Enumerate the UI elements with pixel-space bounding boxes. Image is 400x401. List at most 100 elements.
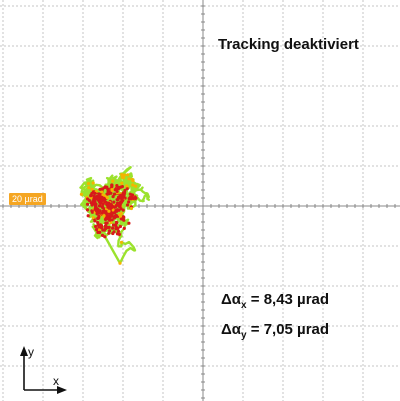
trajectory-point <box>115 184 119 188</box>
trajectory-point <box>110 214 114 218</box>
trajectory-point <box>102 214 106 218</box>
trajectory-point <box>86 182 91 186</box>
delta-alpha-y-value: 7,05 µrad <box>263 321 330 338</box>
trajectory-point <box>122 226 126 230</box>
trajectory-point <box>89 201 93 205</box>
trajectory-point <box>112 192 117 196</box>
trajectory-point <box>128 192 132 196</box>
trajectory-point <box>90 187 94 192</box>
trajectory-point <box>123 173 127 177</box>
trajectory-point <box>125 187 129 191</box>
trajectory-point <box>96 221 100 225</box>
trajectory-point <box>85 208 90 212</box>
trajectory-point <box>79 192 83 196</box>
delta-alpha-y-subscript: y <box>241 330 247 341</box>
trajectory-point <box>106 205 110 209</box>
trajectory-point <box>94 224 98 229</box>
trajectory-point <box>115 232 120 236</box>
trajectory-point <box>103 185 107 189</box>
trajectory-point <box>127 200 131 204</box>
trajectory-point <box>110 183 114 188</box>
trajectory-point <box>109 206 113 210</box>
trajectory-point <box>100 199 104 203</box>
trajectory-point <box>118 261 122 265</box>
axis-arrows <box>20 346 67 394</box>
trajectory-point <box>100 211 104 215</box>
trajectory-point <box>110 187 114 191</box>
trajectory-point <box>105 221 109 225</box>
trajectory-point <box>104 200 108 204</box>
trajectory-point <box>92 201 96 205</box>
trajectory-point <box>97 204 101 208</box>
trajectory-point <box>87 186 91 190</box>
trajectory-point <box>91 181 95 185</box>
trajectory-point <box>111 226 115 230</box>
delta-alpha-y-symbol: Δα <box>221 321 242 338</box>
scale-marker-label: 20 µrad <box>9 193 46 205</box>
trajectory-point <box>93 191 97 195</box>
trajectory-point <box>86 214 90 218</box>
trajectory-point <box>127 177 131 181</box>
trajectory-point <box>98 223 103 227</box>
trajectory-point <box>131 183 135 187</box>
trajectory-point <box>118 224 122 229</box>
trajectory-point <box>121 176 126 180</box>
trajectory-point <box>127 221 131 225</box>
trajectory-point <box>120 185 124 189</box>
trajectory-point <box>129 197 133 201</box>
delta-alpha-x-value: 8,43 µrad <box>263 291 330 308</box>
trajectory-point <box>105 196 109 200</box>
trajectory-point <box>91 216 95 220</box>
trajectory-point <box>111 208 115 212</box>
trajectory-point <box>94 196 99 200</box>
y-axis-arrowhead <box>20 346 28 356</box>
trajectory-point <box>116 198 120 202</box>
trajectory-point <box>114 220 119 224</box>
trajectory-point <box>101 202 105 206</box>
trajectory-point <box>112 216 117 220</box>
trajectory-point <box>86 197 90 201</box>
trajectory-point <box>103 210 107 214</box>
trajectory-point <box>106 217 110 221</box>
trajectory-point <box>126 173 130 177</box>
trajectory-point <box>95 211 99 215</box>
trajectory-point <box>119 207 123 211</box>
trajectory-point <box>134 196 138 200</box>
trajectory-point <box>112 200 116 204</box>
trajectory-point <box>104 224 108 228</box>
trajectory-point <box>103 235 107 239</box>
trajectory-point <box>120 199 124 203</box>
trajectory-point <box>113 211 117 215</box>
trajectory-point <box>110 218 114 222</box>
trajectory-point <box>120 173 124 177</box>
trajectory-point <box>96 216 100 221</box>
trajectory-point <box>106 190 110 194</box>
delta-alpha-x-subscript: x <box>241 300 247 311</box>
trajectory-point <box>101 187 105 191</box>
trajectory-point <box>116 229 121 233</box>
trajectory-point <box>125 184 129 188</box>
trajectory-point <box>98 187 102 191</box>
trajectory-point <box>90 210 94 214</box>
trajectory-point <box>98 230 102 234</box>
trajectory-point <box>102 196 106 200</box>
trajectory-point <box>120 181 124 185</box>
trajectory-point <box>134 184 138 188</box>
trajectory-point <box>131 179 135 183</box>
trajectory-point <box>114 187 118 191</box>
trajectory-point <box>101 205 105 209</box>
trajectory-point <box>106 187 110 191</box>
trajectory-point <box>85 202 90 206</box>
x-axis-label: x <box>53 374 59 388</box>
trajectory-point <box>111 195 115 199</box>
trajectory-point <box>94 228 99 232</box>
trajectory-point <box>111 179 115 183</box>
trajectory-point <box>107 229 112 233</box>
trajectory-points <box>79 173 138 265</box>
trajectory-point <box>97 228 101 232</box>
y-axis-label: y <box>28 345 34 359</box>
trajectory-point <box>98 192 102 196</box>
tracking-status-title: Tracking deaktiviert <box>218 36 359 53</box>
